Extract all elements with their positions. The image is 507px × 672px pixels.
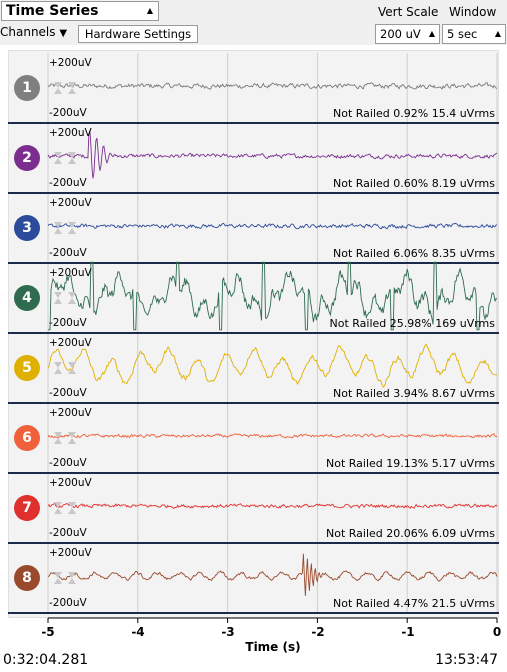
channel-scale-toggle-icon[interactable] [52,290,82,306]
caret-up-icon: ▲ [494,29,501,38]
channel-plus-scale: +200uV [49,407,92,419]
channel-scale-toggle-icon[interactable] [52,80,82,96]
channel-scale-toggle-icon[interactable] [52,430,82,446]
channel-minus-scale: -200uV [49,247,87,259]
window-dropdown[interactable]: 5 sec ▲ [442,24,506,44]
channel-7-trace [47,502,498,509]
elapsed-time: 0:32:04.281 [3,652,89,668]
channel-5-trace [47,343,498,388]
channel-1-trace [47,81,498,90]
channel-1-toggle[interactable]: 1 [14,75,40,101]
x-tick-label: -4 [131,625,145,639]
channel-6-trace [47,433,498,439]
channel-minus-scale: -200uV [49,107,87,119]
channel-separator [8,612,499,614]
channel-scale-toggle-icon[interactable] [52,220,82,236]
channel-scale-toggle-icon[interactable] [52,570,82,586]
channel-minus-scale: -200uV [49,387,87,399]
x-tick-label: 0 [492,625,502,639]
channel-6-toggle[interactable]: 6 [14,425,40,451]
top-toolbar: Time Series ▲ Vert Scale Window [0,0,507,23]
channel-stats: Not Railed 0.92% 15.4 uVrms [333,107,495,120]
channel-minus-scale: -200uV [49,527,87,539]
channel-3-trace [47,222,498,230]
channel-plus-scale: +200uV [49,197,92,209]
channel-plus-scale: +200uV [49,477,92,489]
channel-separator [8,542,499,544]
caret-up-icon: ▲ [428,29,435,38]
hardware-settings-button[interactable]: Hardware Settings [78,25,198,43]
channel-minus-scale: -200uV [49,457,87,469]
widget-selector[interactable]: Time Series ▲ [1,1,159,21]
caret-up-icon: ▲ [146,6,153,15]
channel-2-trace [47,130,498,179]
channel-stats: Not Railed 25.98% 169 uVrms [329,317,495,330]
channel-separator [8,332,499,334]
channel-plus-scale: +200uV [49,337,92,349]
channel-8-toggle[interactable]: 8 [14,565,40,591]
channel-scale-toggle-icon[interactable] [52,150,82,166]
channel-stats: Not Railed 4.47% 21.5 uVrms [333,597,495,610]
channel-stats: Not Railed 6.06% 8.35 uVrms [333,247,495,260]
vert-scale-label: Vert Scale [378,5,439,19]
channel-scale-toggle-icon[interactable] [52,360,82,376]
channel-separator [8,122,499,124]
channel-3-toggle[interactable]: 3 [14,215,40,241]
x-tick-label: -3 [221,625,235,639]
channel-separator [8,402,499,404]
channel-scale-toggle-icon[interactable] [52,500,82,516]
triangle-down-icon: ▼ [59,28,68,39]
channels-button[interactable]: Channels ▼ [0,25,68,39]
channel-stats: Not Railed 0.60% 8.19 uVrms [333,177,495,190]
x-tick-label: -5 [41,625,55,639]
channel-separator [8,472,499,474]
channel-plus-scale: +200uV [49,127,92,139]
channel-4-trace [48,261,498,331]
clock-time: 13:53:47 [435,652,498,668]
x-tick-label: -1 [401,625,415,639]
channel-separator [8,262,499,264]
channel-plus-scale: +200uV [49,57,92,69]
channel-8-trace [47,553,498,596]
channel-5-toggle[interactable]: 5 [14,355,40,381]
channel-stats: Not Railed 20.06% 6.09 uVrms [326,527,495,540]
channel-plus-scale: +200uV [49,267,92,279]
channel-plus-scale: +200uV [49,547,92,559]
channel-separator [8,192,499,194]
widget-title: Time Series [6,3,99,19]
channel-7-toggle[interactable]: 7 [14,495,40,521]
control-row: Channels ▼ Hardware Settings 200 uV ▲ 5 … [0,23,507,45]
window-label: Window [449,5,497,19]
channel-minus-scale: -200uV [49,317,87,329]
x-tick-label: -2 [311,625,325,639]
vert-scale-dropdown[interactable]: 200 uV ▲ [375,24,440,44]
channel-minus-scale: -200uV [49,597,87,609]
x-axis-label: Time (s) [245,640,301,654]
channel-minus-scale: -200uV [49,177,87,189]
channel-4-toggle[interactable]: 4 [14,285,40,311]
channel-stats: Not Railed 3.94% 8.67 uVrms [333,387,495,400]
channel-2-toggle[interactable]: 2 [14,145,40,171]
channel-stats: Not Railed 19.13% 5.17 uVrms [326,457,495,470]
